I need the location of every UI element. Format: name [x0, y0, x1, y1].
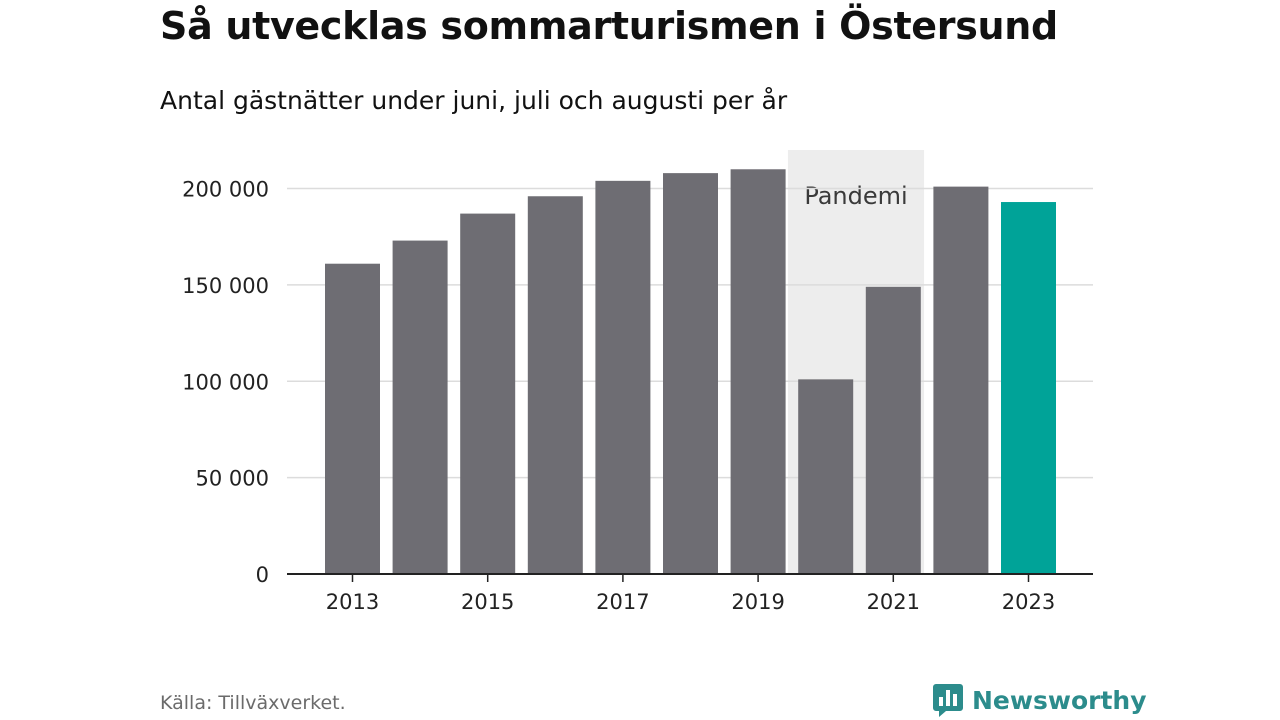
chart-title: Så utvecklas sommarturismen i Östersund: [160, 4, 1058, 48]
bar-2022: [933, 186, 989, 575]
newsworthy-logo-icon: [933, 684, 963, 717]
bar-2016: [527, 196, 583, 574]
x-tick-label: 2013: [326, 590, 379, 614]
bar-chart: Pandemi 0 50 000 100 000 150 000 200 000 2013 2…: [182, 150, 1093, 614]
bar-2015: [460, 213, 516, 574]
brand-logo: Newsworthy: [932, 682, 1147, 718]
x-tick-label: 2019: [731, 590, 784, 614]
y-tick-label: 0: [256, 563, 269, 587]
y-tick-label: 100 000: [182, 370, 269, 394]
bar-2021: [865, 286, 921, 574]
y-tick-label: 50 000: [196, 467, 269, 491]
bar-2023: [1001, 202, 1056, 574]
bar-2020: [798, 379, 854, 574]
bar-2013: [325, 263, 380, 574]
bar-2018: [663, 173, 718, 575]
chart-subtitle: Antal gästnätter under juni, juli och au…: [160, 86, 788, 115]
brand-name: Newsworthy: [972, 685, 1147, 715]
source-note: Källa: Tillväxverket.: [160, 692, 346, 714]
y-tick-label: 150 000: [182, 274, 269, 298]
bar-2019: [730, 169, 786, 575]
x-tick-label: 2015: [461, 590, 514, 614]
x-tick-label: 2023: [1002, 590, 1055, 614]
bar-2017: [595, 180, 651, 574]
bar-2014: [392, 240, 448, 574]
y-tick-label: 200 000: [182, 178, 269, 202]
annotation-label: Pandemi: [804, 182, 907, 210]
x-tick-label: 2021: [867, 590, 920, 614]
x-tick-label: 2017: [596, 590, 649, 614]
